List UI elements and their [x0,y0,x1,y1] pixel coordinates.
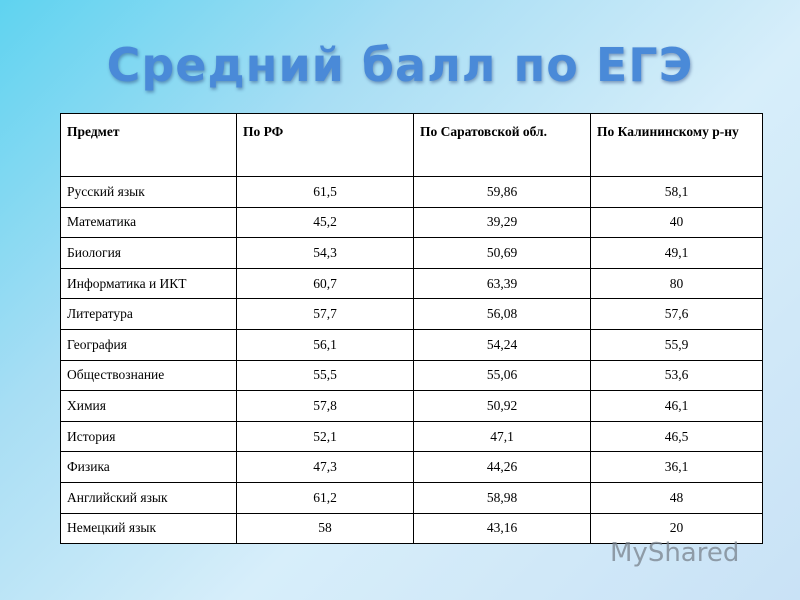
score-cell: 50,92 [413,390,591,422]
watermark: MyShared [610,538,740,568]
score-cell: 56,1 [236,328,414,361]
subject-cell: География [60,328,237,361]
score-cell: 58 [236,512,414,545]
subject-cell: Биология [60,237,237,269]
score-cell: 45,2 [236,206,414,239]
table-row: Литература 57,7 56,08 57,6 [60,298,763,330]
score-cell: 55,5 [236,359,414,392]
score-cell: 57,6 [590,298,763,330]
score-cell: 55,06 [413,359,591,392]
table-row: География 56,1 54,24 55,9 [60,328,763,361]
score-cell: 58,1 [590,176,763,208]
table-row: Биология 54,3 50,69 49,1 [60,237,763,269]
table-row: Информатика и ИКТ 60,7 63,39 80 [60,267,763,300]
score-cell: 56,08 [413,298,591,330]
score-cell: 53,6 [590,359,763,392]
subject-cell: Информатика и ИКТ [60,267,237,300]
header-row: Предмет По РФ По Саратовской обл. По Калини… [60,113,763,177]
score-cell: 55,9 [590,328,763,361]
subject-cell: Английский язык [60,481,237,514]
score-cell: 39,29 [413,206,591,239]
score-cell: 54,24 [413,328,591,361]
table-row: История 52,1 47,1 46,5 [60,420,763,453]
subject-cell: Немецкий язык [60,512,237,545]
score-cell: 57,7 [236,298,414,330]
subject-cell: Химия [60,390,237,422]
table-row: Английский язык 61,2 58,98 48 [60,481,763,514]
score-cell: 49,1 [590,237,763,269]
table-row: Химия 57,8 50,92 46,1 [60,390,763,422]
table-row: Немецкий язык 58 43,16 20 [60,512,763,545]
score-cell: 36,1 [590,451,763,483]
table-row: Математика 45,2 39,29 40 [60,206,763,239]
table-row: Физика 47,3 44,26 36,1 [60,451,763,483]
subject-cell: Литература [60,298,237,330]
subject-cell: Математика [60,206,237,239]
table-row: Русский язык 61,5 59,86 58,1 [60,176,763,208]
subject-cell: Обществознание [60,359,237,392]
score-cell: 58,98 [413,481,591,514]
score-cell: 59,86 [413,176,591,208]
header-cell: По Саратовской обл. [413,113,591,177]
score-cell: 48 [590,481,763,514]
score-cell: 63,39 [413,267,591,300]
subject-cell: История [60,420,237,453]
score-cell: 46,5 [590,420,763,453]
header-cell: По РФ [236,113,414,177]
score-cell: 43,16 [413,512,591,545]
score-cell: 52,1 [236,420,414,453]
score-cell: 44,26 [413,451,591,483]
subject-cell: Физика [60,451,237,483]
score-cell: 61,2 [236,481,414,514]
subject-cell: Русский язык [60,176,237,208]
score-cell: 50,69 [413,237,591,269]
score-cell: 61,5 [236,176,414,208]
score-cell: 57,8 [236,390,414,422]
score-cell: 60,7 [236,267,414,300]
score-cell: 54,3 [236,237,414,269]
score-cell: 40 [590,206,763,239]
header-cell: Предмет [60,113,237,177]
table-row: Обществознание 55,5 55,06 53,6 [60,359,763,392]
score-cell: 46,1 [590,390,763,422]
score-cell: 80 [590,267,763,300]
score-cell: 47,1 [413,420,591,453]
score-cell: 47,3 [236,451,414,483]
slide-title: Средний балл по ЕГЭ [106,38,694,92]
header-cell: По Калининскому р-ну [590,113,763,177]
score-table: Предмет По РФ По Саратовской обл. По Калини… [60,113,763,545]
score-cell: 20 [590,512,763,545]
